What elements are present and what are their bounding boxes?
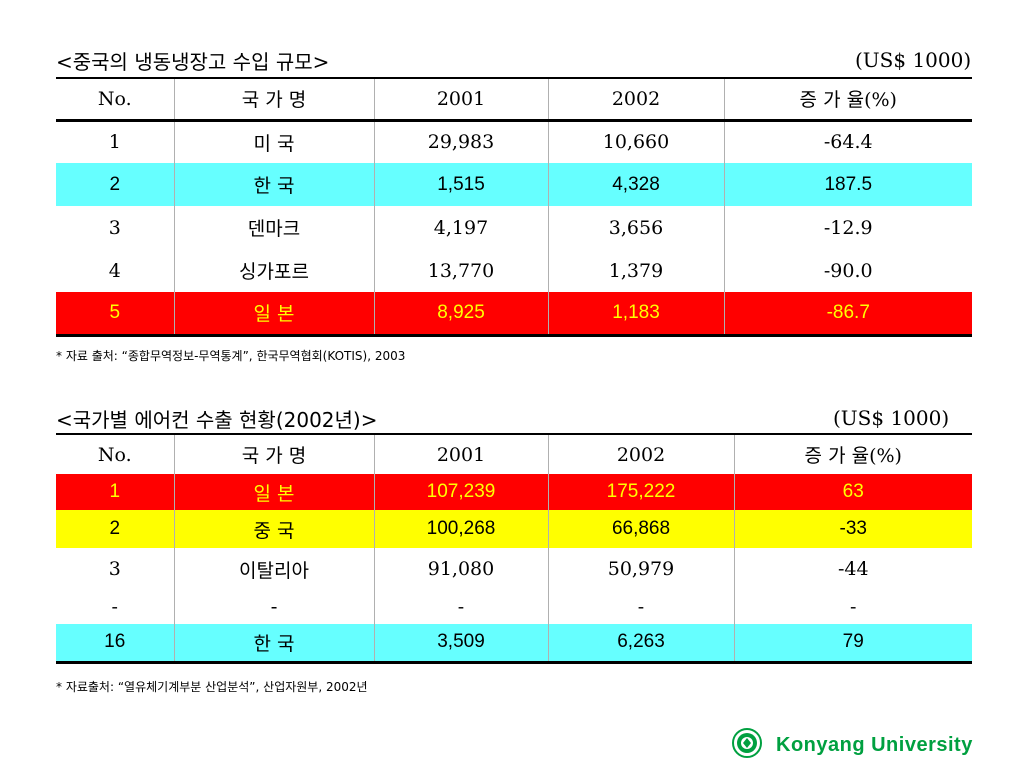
table-row: 4 싱가포르 13,770 1,379 -90.0: [56, 249, 972, 292]
table-row: 2 중 국 100,268 66,868 -33: [56, 510, 972, 548]
cell-no: 1: [56, 474, 175, 510]
cell-2002: 4,328: [548, 163, 725, 206]
logo-text: Konyang University: [776, 733, 973, 756]
table1-unit: (US$ 1000): [855, 48, 972, 72]
university-seal-icon: [732, 728, 762, 762]
header-no: No.: [56, 78, 175, 120]
cell-2002: 1,183: [548, 292, 725, 335]
cell-2001: 3,509: [374, 624, 549, 662]
cell-no: 4: [56, 249, 175, 292]
header-rate: 증 가 율(%): [799, 89, 897, 112]
cell-2002: 3,656: [548, 206, 725, 249]
header-country: 국 가 명: [174, 434, 375, 474]
table2-source-note: * 자료출처: “열유체기계부분 산업분석”, 산업자원부, 2002년: [56, 680, 368, 694]
table1-source-note: * 자료 출처: “종합무역정보-무역통계”, 한국무역협회(KOTIS), 2…: [56, 349, 406, 363]
header-country: 국 가 명: [174, 78, 375, 120]
cell-country: 덴마크: [174, 206, 375, 249]
table2-title: <국가별 에어컨 수출 현황(2002년)>: [56, 408, 378, 432]
header-rate: 증 가 율(%): [804, 445, 902, 467]
cell-country: 한 국: [174, 624, 375, 662]
table1: No. 국 가 명 2001 2002 증 가 율(%) 1 미 국 29,98…: [56, 77, 972, 337]
cell-rate: 79: [734, 624, 972, 662]
cell-2001: 100,268: [374, 510, 549, 548]
cell-2002: 66,868: [548, 510, 735, 548]
cell-2002: 50,979: [548, 548, 735, 590]
cell-no: 3: [56, 206, 175, 249]
table-row: 1 일 본 107,239 175,222 63: [56, 474, 972, 510]
cell-2002: 1,379: [548, 249, 725, 292]
cell-2001: 91,080: [374, 548, 549, 590]
table-row: 1 미 국 29,983 10,660 -64.4: [56, 120, 972, 163]
cell-2002: -: [548, 590, 735, 624]
cell-rate: -90.0: [823, 259, 873, 282]
cell-rate: -86.7: [724, 292, 972, 335]
header-2001: 2001: [374, 434, 549, 474]
table-row: 16 한 국 3,509 6,263 79: [56, 624, 972, 662]
header-2002: 2002: [548, 434, 735, 474]
cell-rate: -: [850, 596, 857, 618]
cell-country: 이탈리아: [174, 548, 375, 590]
header-2001: 2001: [374, 78, 549, 120]
table2: No. 국 가 명 2001 2002 증 가 율(%) 1 일 본 107,2…: [56, 433, 972, 664]
table1-title: <중국의 냉동냉장고 수입 규모>: [56, 50, 330, 74]
cell-2002: 6,263: [548, 624, 735, 662]
table-row: 5 일 본 8,925 1,183 -86.7: [56, 292, 972, 335]
cell-rate: -12.9: [823, 216, 873, 239]
cell-country: 싱가포르: [174, 249, 375, 292]
cell-no: 3: [56, 548, 175, 590]
footer-logo: Konyang University: [732, 728, 973, 762]
cell-country: -: [174, 590, 375, 624]
cell-2001: 13,770: [374, 249, 549, 292]
cell-no: 2: [56, 163, 175, 206]
cell-2001: -: [374, 590, 549, 624]
table-row: 3 이탈리아 91,080 50,979 -44: [56, 548, 972, 590]
cell-country: 일 본: [174, 292, 375, 335]
cell-no: 5: [56, 292, 175, 335]
header-2002: 2002: [548, 78, 725, 120]
cell-rate: 63: [734, 474, 972, 510]
cell-2002: 175,222: [548, 474, 735, 510]
cell-country: 미 국: [174, 120, 375, 163]
cell-2001: 1,515: [374, 163, 549, 206]
table2-unit: (US$ 1000): [833, 406, 950, 430]
cell-no: 16: [56, 624, 175, 662]
cell-country: 중 국: [174, 510, 375, 548]
cell-2001: 29,983: [374, 120, 549, 163]
table-row: 2 한 국 1,515 4,328 187.5: [56, 163, 972, 206]
cell-country: 한 국: [174, 163, 375, 206]
cell-rate: 187.5: [724, 163, 972, 206]
cell-no: 2: [56, 510, 175, 548]
cell-2001: 107,239: [374, 474, 549, 510]
cell-2002: 10,660: [548, 120, 725, 163]
cell-no: 1: [56, 120, 175, 163]
header-no: No.: [56, 434, 175, 474]
table-row: - - - - -: [56, 590, 972, 624]
cell-2001: 4,197: [374, 206, 549, 249]
table1-header-row: No. 국 가 명 2001 2002 증 가 율(%): [56, 78, 972, 120]
cell-country: 일 본: [174, 474, 375, 510]
cell-rate: -44: [837, 558, 869, 580]
table2-header-row: No. 국 가 명 2001 2002 증 가 율(%): [56, 434, 972, 474]
table-row: 3 덴마크 4,197 3,656 -12.9: [56, 206, 972, 249]
cell-no: -: [56, 590, 175, 624]
cell-rate: -33: [734, 510, 972, 548]
cell-2001: 8,925: [374, 292, 549, 335]
cell-rate: -64.4: [823, 131, 873, 154]
